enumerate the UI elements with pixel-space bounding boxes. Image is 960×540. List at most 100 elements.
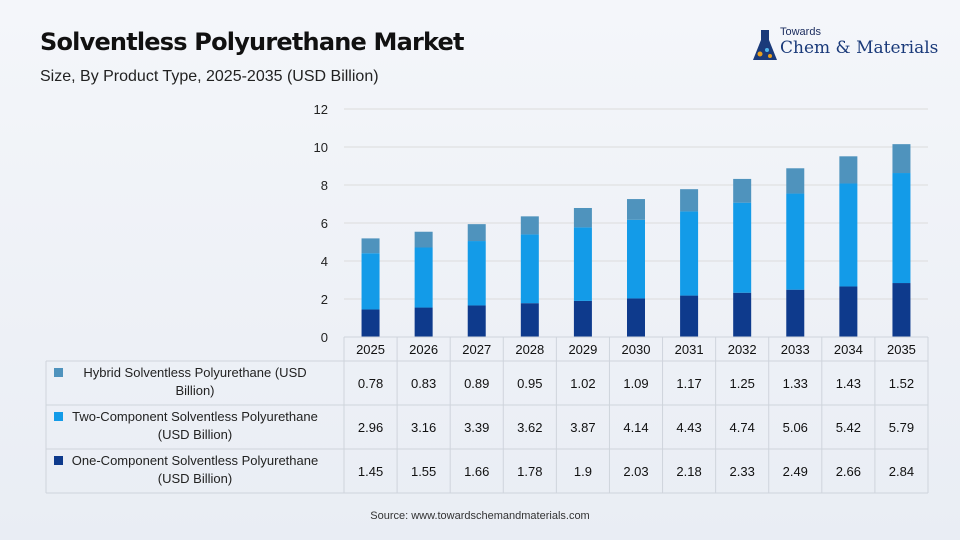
data-label: 5.42 — [836, 420, 861, 435]
bar-segment — [414, 231, 433, 248]
legend-label: One-Component Solventless Polyurethane — [72, 453, 318, 468]
bar-segment — [733, 292, 752, 337]
data-label: 3.16 — [411, 420, 436, 435]
data-label: 0.89 — [464, 376, 489, 391]
x-tick-label: 2030 — [622, 342, 651, 357]
data-label: 2.66 — [836, 464, 861, 479]
x-tick-label: 2034 — [834, 342, 863, 357]
bar-segment — [467, 305, 486, 337]
bar-segment — [839, 156, 858, 184]
data-label: 2.49 — [783, 464, 808, 479]
data-label: 2.33 — [730, 464, 755, 479]
bar-segment — [520, 216, 539, 235]
bar-segment — [573, 207, 592, 228]
logo-small-text: Towards — [780, 26, 821, 38]
x-tick-label: 2026 — [409, 342, 438, 357]
bar-segment — [414, 307, 433, 337]
bar-segment — [573, 227, 592, 301]
y-tick-label: 12 — [314, 102, 328, 117]
bar-segment — [786, 289, 805, 337]
bar-segment — [361, 238, 380, 254]
y-tick-label: 10 — [314, 140, 328, 155]
bar-segment — [733, 178, 752, 203]
data-label: 1.09 — [623, 376, 648, 391]
bar-segment — [680, 211, 699, 296]
bar-segment — [627, 298, 645, 337]
data-label: 1.45 — [358, 464, 383, 479]
bar-segment — [786, 168, 805, 194]
x-tick-label: 2029 — [568, 342, 597, 357]
x-tick-label: 2032 — [728, 342, 757, 357]
data-label: 3.87 — [570, 420, 595, 435]
bar-segment — [892, 283, 911, 337]
data-label: 0.95 — [517, 376, 542, 391]
data-label: 2.18 — [676, 464, 701, 479]
y-tick-label: 8 — [321, 178, 328, 193]
y-tick-label: 0 — [321, 330, 328, 345]
bar-segment — [414, 247, 433, 308]
legend-label: (USD Billion) — [158, 427, 232, 442]
bar-segment — [573, 300, 592, 337]
bar-segment — [361, 253, 380, 310]
data-label: 1.66 — [464, 464, 489, 479]
x-tick-label: 2027 — [462, 342, 491, 357]
x-tick-label: 2025 — [356, 342, 385, 357]
data-label: 4.14 — [623, 420, 648, 435]
logo-main-text: Chem & Materials — [780, 38, 939, 58]
bar-segment — [786, 193, 805, 290]
legend-swatch — [54, 412, 63, 421]
y-tick-label: 4 — [321, 254, 328, 269]
data-label: 1.9 — [574, 464, 592, 479]
data-label: 1.02 — [570, 376, 595, 391]
data-label: 1.33 — [783, 376, 808, 391]
y-tick-label: 6 — [321, 216, 328, 231]
bar-segment — [520, 234, 539, 304]
data-label: 4.74 — [730, 420, 755, 435]
chart-subtitle: Size, By Product Type, 2025-2035 (USD Bi… — [40, 68, 379, 85]
x-tick-label: 2033 — [781, 342, 810, 357]
bar-segment — [361, 309, 380, 337]
bar-segment — [839, 183, 858, 287]
data-label: 5.06 — [783, 420, 808, 435]
x-tick-label: 2028 — [515, 342, 544, 357]
chart-title: Solventless Polyurethane Market — [40, 28, 465, 56]
data-label: 0.83 — [411, 376, 436, 391]
bar-segment — [680, 295, 699, 337]
source-note: Source: www.towardschemandmaterials.com — [370, 510, 590, 522]
data-label: 3.39 — [464, 420, 489, 435]
brand-logo: Towards Chem & Materials — [752, 26, 938, 66]
bar-segment — [680, 189, 699, 212]
bar-segment — [733, 202, 752, 293]
data-label: 1.78 — [517, 464, 542, 479]
legend-label: Hybrid Solventless Polyurethane (USD — [83, 365, 306, 380]
data-label: 2.03 — [623, 464, 648, 479]
bar-segment — [467, 241, 486, 306]
data-label: 0.78 — [358, 376, 383, 391]
bar-segment — [839, 286, 858, 337]
data-label: 3.62 — [517, 420, 542, 435]
bar-segment — [627, 199, 645, 220]
data-label: 1.25 — [730, 376, 755, 391]
data-label: 1.55 — [411, 464, 436, 479]
legend-label: (USD Billion) — [158, 471, 232, 486]
legend-swatch — [54, 456, 63, 465]
data-label: 5.79 — [889, 420, 914, 435]
bar-segment — [892, 144, 911, 174]
bar-segment — [467, 224, 486, 242]
legend-swatch — [54, 368, 63, 377]
data-label: 1.52 — [889, 376, 914, 391]
y-tick-label: 2 — [321, 292, 328, 307]
flask-icon — [753, 30, 777, 60]
data-label: 2.96 — [358, 420, 383, 435]
data-label: 4.43 — [676, 420, 701, 435]
x-tick-label: 2035 — [887, 342, 916, 357]
x-tick-label: 2031 — [675, 342, 704, 357]
data-label: 2.84 — [889, 464, 914, 479]
legend-label: Billion) — [175, 383, 214, 398]
bar-segment — [892, 173, 911, 284]
bar-segment — [520, 303, 539, 337]
legend-label: Two-Component Solventless Polyurethane — [72, 409, 318, 424]
data-label: 1.43 — [836, 376, 861, 391]
bar-segment — [627, 219, 645, 299]
